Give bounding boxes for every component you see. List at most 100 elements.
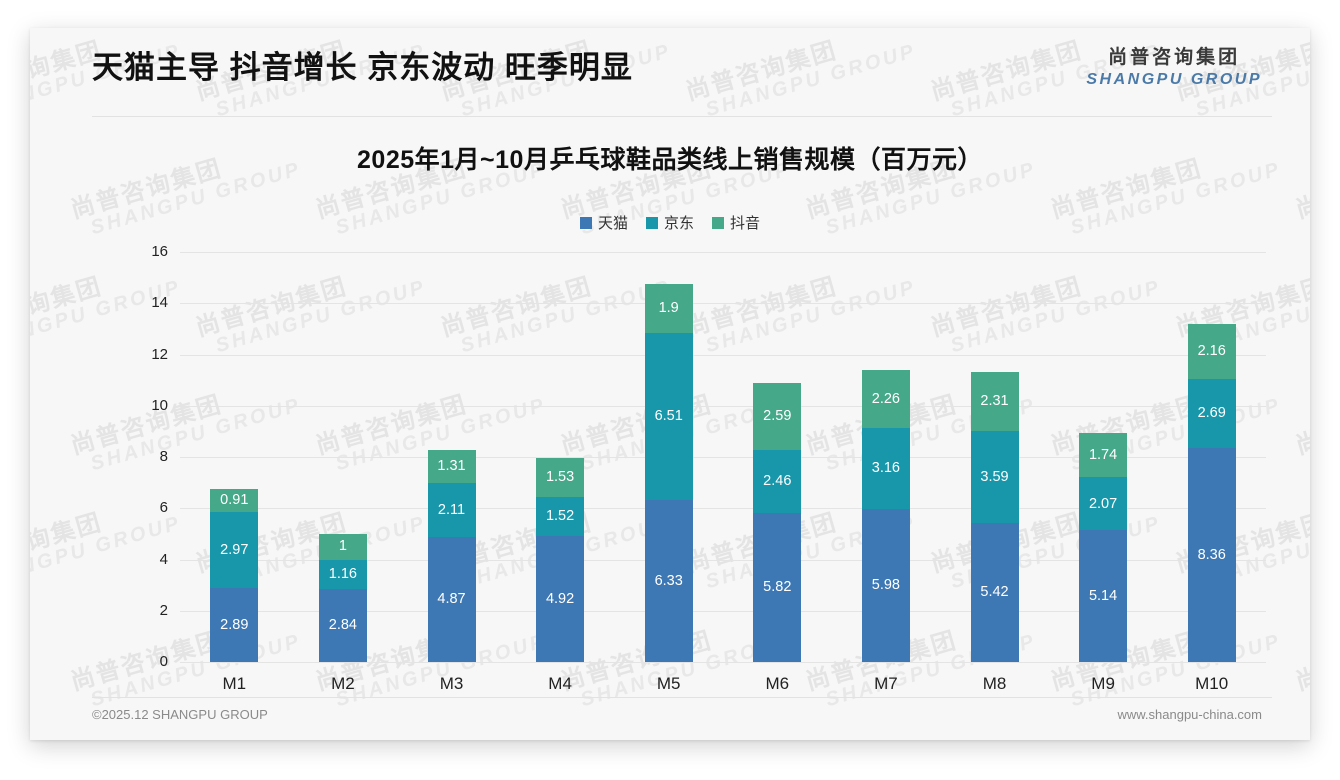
bar-segment-京东[interactable]: 2.46 <box>753 449 802 513</box>
bar-segment-天猫[interactable]: 4.92 <box>536 535 585 662</box>
bar-value-label: 2.07 <box>1088 495 1118 512</box>
bar-group-M3[interactable]: 4.87 2.11 1.31 <box>427 449 476 662</box>
legend-swatch-icon <box>579 216 592 229</box>
y-gridline <box>180 405 1266 407</box>
bar-segment-天猫[interactable]: 5.98 <box>861 508 910 662</box>
y-axis-tick-label: 2 <box>159 601 168 619</box>
x-axis-tick-label: M9 <box>1091 674 1115 693</box>
bar-segment-抖音[interactable]: 1 <box>318 533 367 560</box>
bar-value-label: 1.9 <box>658 300 679 317</box>
legend-swatch-icon <box>645 216 658 229</box>
y-axis-tick-label: 16 <box>151 243 168 260</box>
bar-segment-京东[interactable]: 2.69 <box>1187 378 1236 448</box>
bar-value-label: 2.26 <box>871 390 900 407</box>
bar-segment-天猫[interactable]: 5.14 <box>1079 530 1128 662</box>
slide-canvas: 尚普咨询集团 SHANGPU GROUP 尚普咨询集团 SHANGPU GROUP 尚普… <box>30 28 1310 740</box>
bar-segment-天猫[interactable]: 2.89 <box>210 587 259 662</box>
bar-segment-抖音[interactable]: 2.16 <box>1187 323 1236 379</box>
bar-value-label: 3.16 <box>871 460 900 477</box>
bar-segment-抖音[interactable]: 1.53 <box>536 457 585 497</box>
bar-value-label: 2.97 <box>220 541 249 558</box>
bar-segment-京东[interactable]: 1.52 <box>536 497 585 536</box>
bar-segment-抖音[interactable]: 2.59 <box>753 383 802 450</box>
brand-name-cn: 尚普咨询集团 <box>1108 47 1241 68</box>
bar-segment-京东[interactable]: 2.07 <box>1079 477 1128 531</box>
watermark-text-cn: 尚普咨询集团 <box>683 725 913 740</box>
bar-group-M2[interactable]: 2.84 1.16 1 <box>318 533 367 662</box>
header-divider <box>92 116 1272 117</box>
y-gridline <box>180 559 1266 561</box>
bar-segment-天猫[interactable]: 6.33 <box>644 499 693 662</box>
bar-value-label: 2.84 <box>328 617 357 634</box>
bar-group-M1[interactable]: 2.89 2.97 0.91 <box>210 488 259 662</box>
bar-segment-天猫[interactable]: 4.87 <box>427 537 476 662</box>
bar-group-M8[interactable]: 5.42 3.59 2.31 <box>970 371 1019 662</box>
bar-value-label: 2.59 <box>763 408 792 425</box>
y-gridline <box>180 662 1266 663</box>
bar-group-M5[interactable]: 6.33 6.51 1.9 <box>644 284 693 662</box>
bar-value-label: 6.33 <box>654 572 683 589</box>
bar-value-label: 1.52 <box>545 508 575 525</box>
x-axis-tick-label: M5 <box>656 674 681 693</box>
bar-segment-京东[interactable]: 2.97 <box>210 511 259 588</box>
bar-value-label: 1.31 <box>437 458 466 475</box>
bar-segment-京东[interactable]: 3.16 <box>861 427 910 509</box>
bar-segment-抖音[interactable]: 1.74 <box>1079 432 1128 478</box>
bar-value-label: 8.36 <box>1197 546 1226 563</box>
x-axis-tick-label: M4 <box>548 674 572 693</box>
bar-group-M7[interactable]: 5.98 3.16 2.26 <box>861 369 910 662</box>
bar-segment-京东[interactable]: 1.16 <box>318 559 367 590</box>
bar-segment-京东[interactable]: 2.11 <box>427 483 476 538</box>
bar-group-M6[interactable]: 5.82 2.46 2.59 <box>753 383 802 662</box>
bar-value-label: 2.11 <box>437 501 466 518</box>
legend-item-抖音[interactable]: 抖音 <box>712 212 760 233</box>
bar-group-M4[interactable]: 4.92 1.52 1.53 <box>536 457 585 662</box>
bar-segment-天猫[interactable]: 8.36 <box>1187 447 1236 662</box>
watermark-text-cn: 尚普咨询集团 <box>1173 725 1310 740</box>
legend-item-天猫[interactable]: 天猫 <box>579 212 628 233</box>
y-gridline <box>180 508 1266 510</box>
bar-segment-抖音[interactable]: 1.31 <box>427 449 476 484</box>
bar-value-label: 2.16 <box>1197 342 1226 359</box>
bar-segment-京东[interactable]: 3.59 <box>970 431 1019 524</box>
y-axis-tick-label: 6 <box>159 499 168 517</box>
y-axis-tick-label: 8 <box>159 448 168 465</box>
bar-segment-抖音[interactable]: 2.26 <box>861 369 910 428</box>
legend-item-京东[interactable]: 京东 <box>645 212 694 233</box>
bar-group-M10[interactable]: 8.36 2.69 2.16 <box>1187 323 1236 662</box>
bar-value-label: 0.91 <box>220 491 249 508</box>
bar-segment-京东[interactable]: 6.51 <box>644 332 693 500</box>
watermark-text-cn: 尚普咨询集团 <box>193 725 423 740</box>
bar-segment-抖音[interactable]: 2.31 <box>970 371 1019 432</box>
y-gridline <box>180 252 1266 253</box>
y-gridline <box>180 354 1266 356</box>
y-gridline <box>180 457 1266 458</box>
y-axis-tick-label: 14 <box>151 294 168 312</box>
x-axis-tick-label: M1 <box>222 674 247 693</box>
brand-name-en: SHANGPU GROUP <box>1086 71 1262 88</box>
bar-segment-天猫[interactable]: 2.84 <box>318 589 367 662</box>
bar-value-label: 5.82 <box>763 579 792 596</box>
bar-segment-天猫[interactable]: 5.42 <box>970 523 1019 662</box>
chart-title: 2025年1月~10月乒乓球鞋品类线上销售规模（百万元） <box>357 146 983 174</box>
y-axis-tick-label: 10 <box>151 396 168 414</box>
bar-value-label: 1.53 <box>545 469 575 486</box>
footer-website: www.shangpu-china.com <box>1117 707 1262 722</box>
bar-segment-天猫[interactable]: 5.82 <box>753 512 802 662</box>
bar-segment-抖音[interactable]: 1.9 <box>644 284 693 333</box>
x-axis-tick-label: M7 <box>874 674 898 693</box>
bar-value-label: 5.14 <box>1088 587 1118 604</box>
footer-divider <box>92 697 1272 698</box>
bar-segment-抖音[interactable]: 0.91 <box>210 488 259 512</box>
bar-value-label: 4.87 <box>437 591 466 608</box>
y-gridline <box>180 610 1266 612</box>
bar-group-M9[interactable]: 5.14 2.07 1.74 <box>1079 432 1128 662</box>
bar-value-label: 1 <box>338 538 347 555</box>
y-axis-tick-label: 0 <box>159 653 168 670</box>
bar-value-label: 5.42 <box>980 584 1009 601</box>
x-axis-tick-label: M2 <box>331 674 355 693</box>
